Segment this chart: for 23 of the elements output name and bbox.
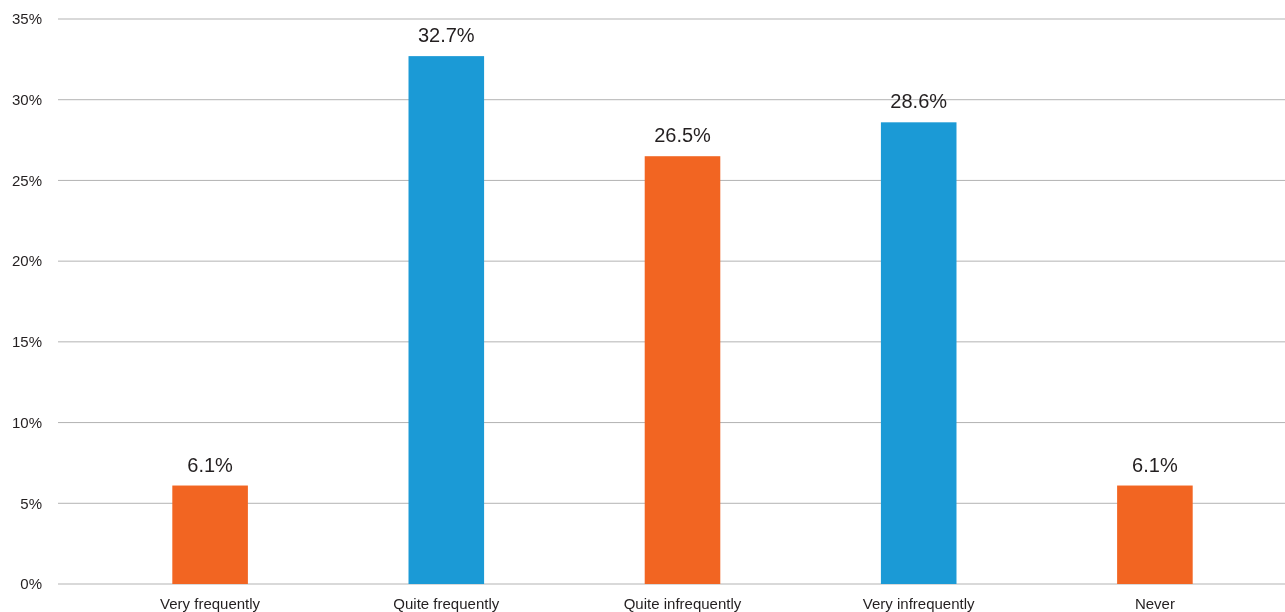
y-tick-label: 35% [11, 10, 42, 28]
y-tick-label: 0% [20, 575, 42, 593]
y-tick-label: 5% [20, 494, 42, 512]
y-tick-label: 30% [11, 90, 42, 108]
data-label: 6.1% [187, 453, 234, 476]
bar [644, 156, 721, 584]
bar [408, 56, 485, 584]
y-tick-label: 10% [11, 413, 42, 431]
x-tick-label: Very frequently [160, 595, 261, 612]
x-tick-label: Very infrequently [862, 595, 976, 612]
data-label: 32.7% [417, 24, 475, 47]
x-tick-label: Quite frequently [393, 595, 500, 612]
bar [880, 122, 957, 584]
y-tick-label: 25% [11, 171, 42, 189]
y-tick-label: 20% [11, 252, 42, 270]
data-label: 6.1% [1132, 453, 1178, 476]
y-tick-label: 15% [11, 333, 42, 351]
x-tick-label: Never [1134, 595, 1175, 612]
bar [1117, 485, 1193, 584]
x-tick-label: Quite infrequently [623, 595, 742, 612]
bar [172, 485, 248, 584]
data-label: 26.5% [654, 124, 712, 147]
data-label: 28.6% [890, 90, 948, 113]
